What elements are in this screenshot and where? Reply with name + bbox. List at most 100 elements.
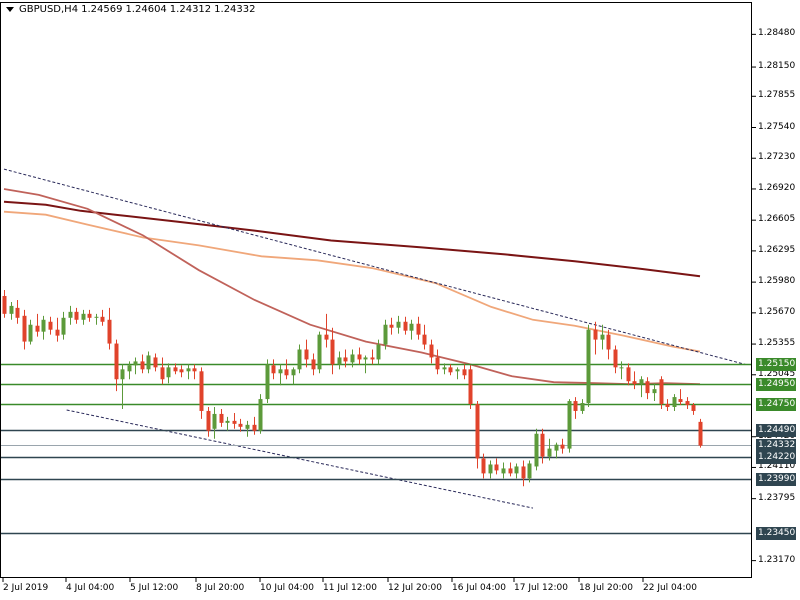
bear-candle [55,329,60,336]
bull-candle [383,324,388,345]
bear-candle [232,420,237,424]
bear-candle [659,379,664,405]
bear-candle [435,357,440,370]
bear-candle [593,329,598,340]
bull-candle [94,316,99,318]
bear-candle [304,349,309,360]
bear-candle [48,321,53,330]
date-tick-label: 10 Jul 04:00 [260,583,314,593]
price-tick-label: 1.28480 [758,28,796,39]
bear-candle [698,421,703,446]
date-tick-label: 2 Jul 2019 [3,583,49,593]
bear-candle [403,321,408,331]
bear-candle [481,458,486,474]
bear-candle [324,334,329,340]
bear-candle [311,359,316,370]
bear-candle [665,404,670,407]
bull-candle [672,397,677,407]
bull-candle [68,311,73,318]
bear-candle [475,404,480,459]
bear-candle [179,369,184,373]
bull-candle [619,367,624,369]
bear-candle [573,401,578,411]
symbol-header: GBPUSD,H4 1.24569 1.24604 1.24312 1.2433… [6,4,256,15]
bear-candle [429,344,434,358]
bear-candle [199,371,204,411]
bull-candle [514,466,519,474]
bull-candle [639,379,644,385]
bull-candle [265,364,270,400]
bull-candle [166,367,171,378]
current-price-label: 1.24332 [756,439,796,452]
bull-candle [376,344,381,360]
bear-candle [343,357,348,362]
date-tick-label: 5 Jul 12:00 [130,583,179,593]
bull-candle [9,305,14,314]
price-tick-label: 1.25980 [758,276,796,287]
bear-candle [560,444,565,449]
level-price-label: 1.23990 [756,473,796,486]
date-tick-label: 22 Jul 04:00 [643,583,697,593]
bear-candle [140,361,145,370]
bear-candle [370,357,375,360]
bear-candle [632,381,637,385]
bear-candle [685,401,690,406]
ohlc-close: 1.24332 [214,4,256,15]
chevron-down-icon[interactable] [6,7,14,12]
bull-candle [534,433,539,467]
bull-candle [297,349,302,370]
bull-candle [455,369,460,372]
trendline [3,168,746,365]
bull-candle [120,369,125,380]
price-tick-label: 1.23795 [758,492,796,503]
date-tick-label: 17 Jul 12:00 [514,583,568,593]
bull-candle [409,323,414,331]
bull-candle [317,334,322,370]
moving-average-line [3,200,701,278]
bull-candle [146,355,151,370]
date-tick-label: 8 Jul 20:00 [196,583,245,593]
bear-candle [15,307,20,318]
date-tick-label: 4 Jul 04:00 [66,583,115,593]
chart-frame [0,2,752,578]
bear-candle [540,433,545,457]
bear-candle [153,357,158,368]
bear-candle [35,325,40,332]
bull-candle [61,317,66,335]
price-tick-label: 1.26605 [758,214,796,225]
level-price-label: 1.24950 [756,378,796,391]
bear-candle [645,381,650,394]
bear-candle [468,369,473,405]
level-price-label: 1.24220 [756,451,796,464]
level-price-label: 1.23450 [756,527,796,540]
bear-candle [357,354,362,360]
bull-candle [396,321,401,328]
level-price-label: 1.24490 [756,424,796,437]
price-tick-label: 1.25670 [758,306,796,317]
bull-candle [186,368,191,372]
bear-candle [494,464,499,471]
bear-candle [626,367,631,382]
bear-candle [74,311,79,320]
bull-candle [600,334,605,340]
level-price-label: 1.25150 [756,358,796,371]
trendline [66,409,534,509]
bear-candle [271,365,276,374]
bull-candle [245,424,250,429]
bull-candle [580,403,585,411]
bear-candle [448,367,453,373]
price-tick-label: 1.27540 [758,121,796,132]
bear-candle [206,410,211,431]
symbol-name: GBPUSD,H4 [19,4,79,15]
bear-candle [192,368,197,372]
bear-candle [422,334,427,345]
bear-candle [219,413,224,423]
bull-candle [291,369,296,376]
bull-candle [501,468,506,474]
bear-candle [691,405,696,411]
bear-candle [606,334,611,350]
bear-candle [678,399,683,403]
bull-candle [586,329,591,404]
